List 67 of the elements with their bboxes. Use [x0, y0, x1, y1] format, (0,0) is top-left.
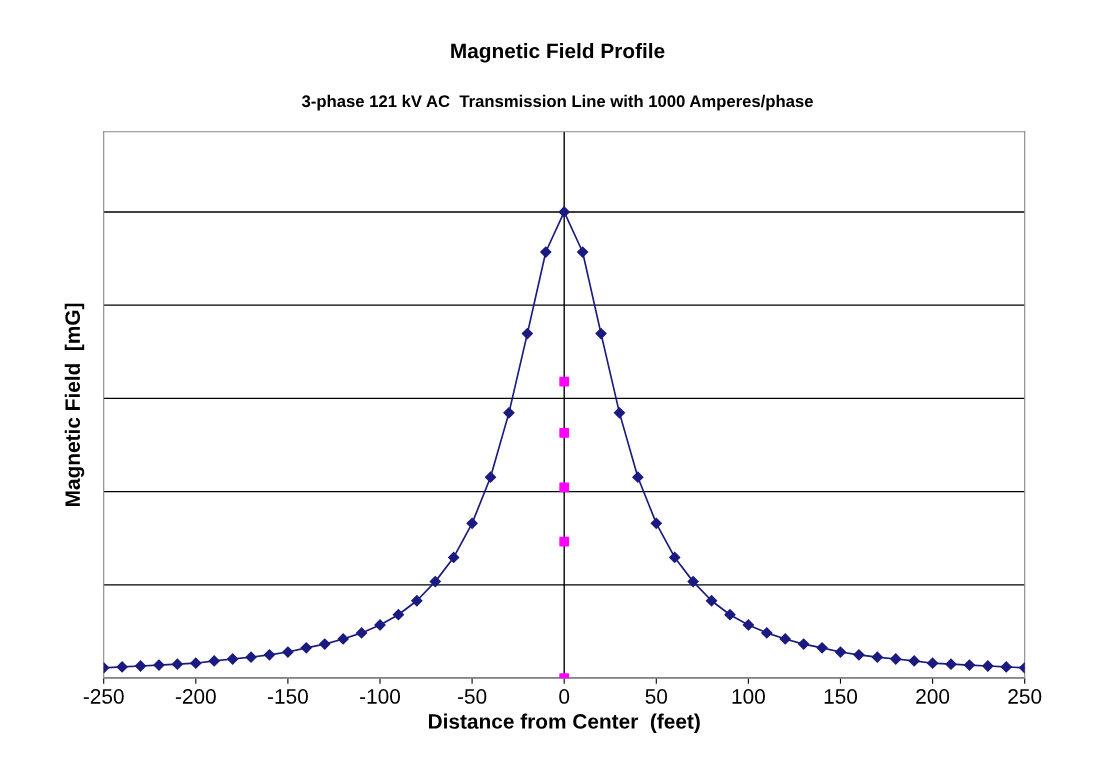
point — [982, 660, 994, 672]
point — [392, 609, 405, 621]
point — [853, 649, 865, 661]
point — [300, 642, 312, 654]
point — [1000, 661, 1012, 673]
x-axis-title: Distance from Center (feet) — [428, 713, 700, 733]
y-axis-title: Magnetic Field [mG] — [64, 303, 85, 506]
point — [926, 657, 939, 669]
point — [282, 646, 294, 658]
point — [705, 595, 718, 607]
point — [779, 633, 791, 645]
x-tick-label: -250 — [83, 689, 124, 704]
point — [559, 536, 570, 547]
point — [208, 655, 220, 667]
point — [245, 651, 257, 663]
point — [613, 407, 626, 419]
point — [429, 576, 441, 588]
point — [227, 653, 239, 665]
point — [337, 633, 349, 645]
point — [521, 328, 533, 340]
point — [116, 661, 128, 673]
point — [632, 471, 644, 483]
point — [908, 655, 920, 667]
point — [669, 551, 681, 563]
point — [724, 609, 736, 621]
point — [171, 658, 183, 670]
point — [816, 642, 828, 654]
x-tick-label: -50 — [457, 689, 487, 704]
point — [411, 595, 423, 607]
point — [263, 649, 276, 661]
point — [559, 428, 570, 438]
x-tick-label: 100 — [732, 689, 765, 704]
point — [484, 471, 497, 483]
x-tick-label: -100 — [360, 689, 401, 704]
x-tick-label: 0 — [559, 689, 570, 704]
point — [595, 328, 607, 340]
x-tick-label: 200 — [916, 689, 950, 704]
point — [577, 246, 589, 258]
point — [834, 646, 847, 658]
x-tick-label: 150 — [824, 689, 858, 704]
point — [890, 653, 902, 665]
chart-subtitle: 3-phase 121 kV AC Transmission Line with 1000 Amperes/phase — [301, 94, 813, 111]
x-tick-label: -200 — [175, 689, 216, 704]
point — [319, 638, 331, 650]
point — [687, 576, 699, 588]
point — [448, 551, 460, 563]
point — [190, 657, 202, 669]
point — [945, 658, 957, 670]
x-tick-label: -150 — [267, 689, 308, 704]
point — [559, 376, 570, 387]
point — [742, 619, 754, 631]
point — [503, 407, 515, 419]
point — [558, 206, 570, 218]
point — [871, 651, 883, 663]
point — [798, 638, 810, 650]
point — [540, 246, 552, 258]
point — [134, 660, 147, 672]
point — [559, 482, 570, 493]
point — [355, 627, 368, 639]
point — [466, 517, 478, 529]
x-tick-label: 50 — [645, 689, 668, 704]
x-tick-label: 250 — [1008, 689, 1042, 704]
point — [761, 627, 773, 639]
point — [650, 517, 662, 529]
chart-title: Magnetic Field Profile — [451, 43, 665, 63]
point — [963, 659, 976, 671]
point — [153, 659, 165, 671]
